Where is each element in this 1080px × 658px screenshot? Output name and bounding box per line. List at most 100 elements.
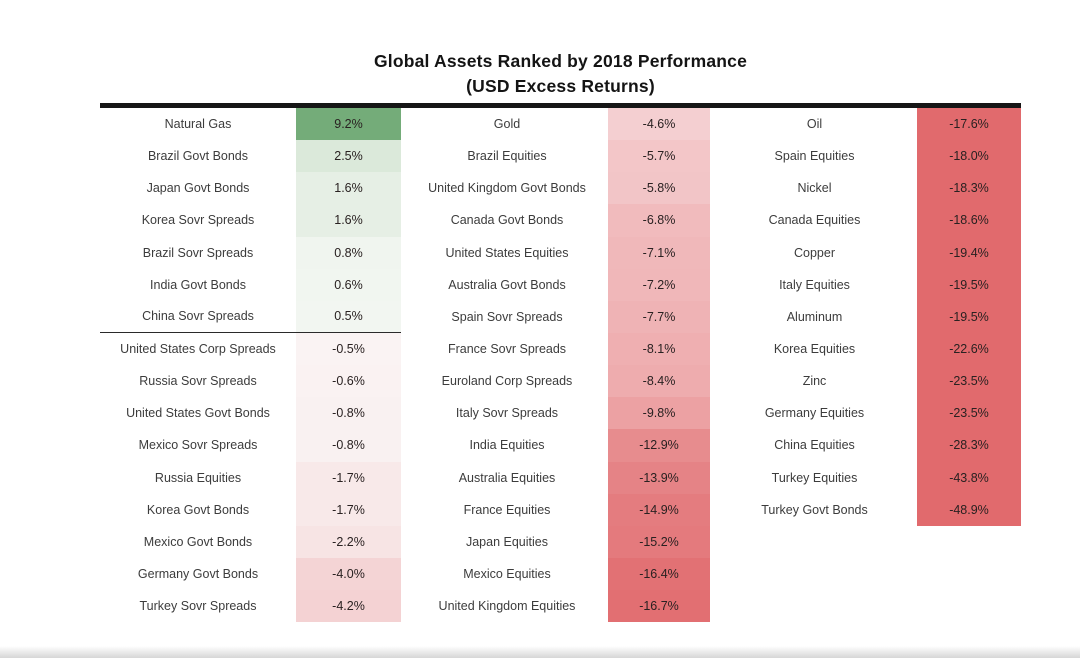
table-row: Spain Sovr Spreads -7.7% [406, 300, 710, 333]
value-cell: -2.2% [296, 525, 401, 558]
table-row: Russia Equities -1.7% [100, 461, 401, 494]
table-row: United Kingdom Govt Bonds -5.8% [406, 172, 710, 205]
table-row: United States Equities -7.1% [406, 236, 710, 269]
asset-label: Japan Equities [465, 534, 548, 549]
value-cell: -19.5% [917, 300, 1021, 333]
asset-label: Copper [794, 245, 835, 260]
value-cell: -8.1% [608, 332, 710, 366]
asset-label: Spain Sovr Spreads [451, 309, 563, 324]
asset-label: United Kingdom Equities [438, 599, 576, 614]
table-row: Brazil Equities -5.7% [406, 140, 710, 173]
asset-label: Russia Sovr Spreads [139, 374, 257, 389]
asset-label: Euroland Corp Spreads [441, 374, 573, 389]
value-cell: -17.6% [917, 108, 1021, 141]
value-cell: -1.7% [296, 493, 401, 526]
table-row: Australia Equities -13.9% [406, 461, 710, 494]
asset-label: Zinc [802, 374, 827, 389]
table-row: India Equities -12.9% [406, 429, 710, 462]
table-row: Mexico Equities -16.4% [406, 557, 710, 591]
value-cell: -5.8% [608, 172, 710, 205]
value-cell: 1.6% [296, 204, 401, 237]
asset-label: Canada Equities [768, 213, 861, 228]
value-cell: -16.4% [608, 557, 710, 591]
asset-label: Australia Govt Bonds [448, 277, 566, 292]
asset-label: Natural Gas [164, 117, 232, 132]
table-row: Brazil Sovr Spreads 0.8% [100, 236, 401, 269]
table-row: Oil -17.6% [712, 108, 1021, 141]
value-cell: -43.8% [917, 461, 1021, 494]
asset-label: Nickel [797, 181, 832, 196]
table-row: China Sovr Spreads 0.5% [100, 300, 401, 333]
value-cell: -6.8% [608, 204, 710, 237]
value-cell: -22.6% [917, 332, 1021, 366]
asset-label: Turkey Equities [771, 470, 858, 485]
value-cell: -7.2% [608, 268, 710, 301]
table-row: India Govt Bonds 0.6% [100, 268, 401, 301]
value-cell: -19.5% [917, 268, 1021, 301]
asset-label: Australia Equities [458, 470, 556, 485]
table-row: Mexico Govt Bonds -2.2% [100, 525, 401, 558]
chart-title-line1: Global Assets Ranked by 2018 Performance [373, 51, 748, 71]
table-row: Korea Govt Bonds -1.7% [100, 493, 401, 526]
asset-label: Korea Equities [773, 342, 856, 357]
value-cell: -14.9% [608, 493, 710, 526]
asset-label: Brazil Equities [467, 149, 547, 164]
asset-label: Mexico Equities [463, 567, 551, 582]
asset-label: United States Govt Bonds [126, 406, 270, 421]
asset-label: Gold [493, 117, 521, 132]
value-cell: -7.1% [608, 236, 710, 269]
asset-label: Mexico Govt Bonds [143, 534, 253, 549]
asset-label: Germany Equities [764, 406, 865, 421]
table-row: Brazil Govt Bonds 2.5% [100, 140, 401, 173]
column-group-best: Natural Gas 9.2% Brazil Govt Bonds 2.5% Japa… [100, 108, 401, 623]
table-row: Japan Govt Bonds 1.6% [100, 172, 401, 205]
value-cell: -48.9% [917, 493, 1021, 526]
table-row: Turkey Equities -43.8% [712, 461, 1021, 494]
value-cell: -9.8% [608, 397, 710, 430]
asset-label: Turkey Govt Bonds [761, 502, 868, 517]
asset-label: France Equities [463, 502, 551, 517]
chart-title: Global Assets Ranked by 2018 Performance… [100, 49, 1021, 99]
value-cell: -18.0% [917, 140, 1021, 173]
column-group-middle: Gold -4.6% Brazil Equities -5.7% United King… [406, 108, 710, 623]
value-cell: -5.7% [608, 140, 710, 173]
table-row: Copper -19.4% [712, 236, 1021, 269]
value-cell: 1.6% [296, 172, 401, 205]
table-row: Italy Equities -19.5% [712, 268, 1021, 301]
table-row: Australia Govt Bonds -7.2% [406, 268, 710, 301]
asset-label: India Equities [469, 438, 545, 453]
asset-label: Germany Govt Bonds [137, 567, 259, 582]
asset-label: India Govt Bonds [150, 277, 246, 292]
asset-label: Italy Sovr Spreads [455, 406, 559, 421]
asset-label: Spain Equities [774, 149, 855, 164]
asset-label: Brazil Sovr Spreads [142, 245, 254, 260]
table-row: France Equities -14.9% [406, 493, 710, 526]
asset-label: Brazil Govt Bonds [147, 149, 249, 164]
value-cell: -8.4% [608, 365, 710, 398]
value-cell: -16.7% [608, 590, 710, 623]
table-row: Russia Sovr Spreads -0.6% [100, 365, 401, 398]
value-cell: -15.2% [608, 525, 710, 558]
table-top-rule [100, 103, 1021, 108]
value-cell: -7.7% [608, 300, 710, 333]
value-cell: 0.5% [296, 300, 401, 332]
table-row: Turkey Sovr Spreads -4.2% [100, 590, 401, 623]
table-row: Germany Equities -23.5% [712, 397, 1021, 430]
value-cell: -0.6% [296, 365, 401, 398]
asset-label: Russia Equities [154, 470, 242, 485]
table-row: Italy Sovr Spreads -9.8% [406, 397, 710, 430]
table-row: United States Corp Spreads -0.5% [100, 332, 401, 366]
value-cell: -23.5% [917, 397, 1021, 430]
asset-label: Turkey Sovr Spreads [139, 599, 257, 614]
asset-label: United Kingdom Govt Bonds [428, 181, 586, 196]
table-row: United Kingdom Equities -16.7% [406, 590, 710, 623]
table-row: Nickel -18.3% [712, 172, 1021, 205]
table-row: Germany Govt Bonds -4.0% [100, 557, 401, 591]
table-columns: Natural Gas 9.2% Brazil Govt Bonds 2.5% Japa… [100, 108, 1021, 623]
value-cell: 0.8% [296, 236, 401, 269]
column-group-worst: Oil -17.6% Spain Equities -18.0% Nickel -18.3… [712, 108, 1021, 526]
value-cell: 9.2% [296, 108, 401, 141]
asset-label: Japan Govt Bonds [146, 181, 250, 196]
asset-label: Oil [806, 117, 823, 132]
